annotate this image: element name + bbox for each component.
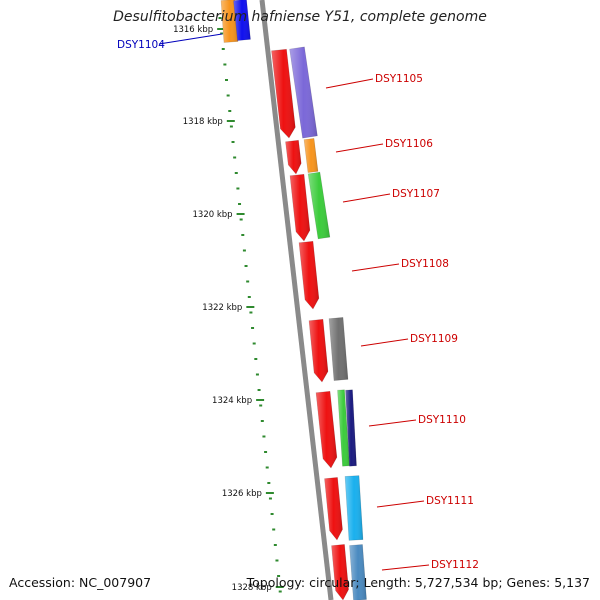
scale-ticks <box>218 17 282 593</box>
gene-label[interactable]: DSY1108 <box>401 258 449 270</box>
gene-label-leader <box>360 338 409 347</box>
gene-label-leader <box>158 33 223 45</box>
gene-label-leader <box>368 419 417 427</box>
gene-label[interactable]: DSY1106 <box>385 138 433 150</box>
gene-label[interactable]: DSY1105 <box>375 73 423 85</box>
scale-labels: 1316 kbp 1318 kbp 1320 kbp 1322 kbp 1324 kbp… <box>173 25 284 593</box>
gene-labels: DSY1104 DSY1105 DSY1106 DSY1107 DSY1108 DSY11… <box>117 33 479 571</box>
gene-label-leader <box>335 143 384 153</box>
gene-label-leader <box>342 193 391 203</box>
scale-label: 1328 kbp <box>232 583 272 593</box>
gene-label-leader <box>351 263 400 272</box>
gene-feature[interactable] <box>308 318 329 383</box>
scale-label: 1326 kbp <box>222 489 262 499</box>
scale-label: 1316 kbp <box>173 25 213 35</box>
gene-label[interactable]: DSY1112 <box>431 559 479 571</box>
gene-feature[interactable] <box>303 138 319 173</box>
gene-label-leader <box>381 564 430 571</box>
scale-label: 1322 kbp <box>202 303 242 313</box>
gene-features <box>220 0 367 600</box>
scale-label: 1320 kbp <box>193 210 233 220</box>
gene-feature[interactable] <box>307 171 331 240</box>
gene-feature[interactable] <box>285 139 302 175</box>
gene-feature[interactable] <box>324 477 343 541</box>
gene-label[interactable]: DSY1110 <box>418 414 466 426</box>
gene-label[interactable]: DSY1111 <box>426 495 474 507</box>
gene-label[interactable]: DSY1109 <box>410 333 458 345</box>
gene-feature[interactable] <box>328 317 349 381</box>
gene-feature[interactable] <box>315 390 338 469</box>
gene-feature[interactable] <box>331 544 349 600</box>
gene-feature[interactable] <box>344 475 364 541</box>
gene-label-leader <box>376 500 425 508</box>
map-title: Desulfitobacterium hafniense Y51, comple… <box>113 9 487 25</box>
gene-label-leader <box>325 78 374 89</box>
gene-label[interactable]: DSY1107 <box>392 188 440 200</box>
gene-label[interactable]: DSY1104 <box>117 39 165 51</box>
accession-text: Accession: NC_007907 <box>9 575 152 590</box>
gene-feature[interactable] <box>298 240 320 310</box>
gene-feature[interactable] <box>349 544 367 600</box>
scale-label: 1318 kbp <box>183 117 223 127</box>
genome-summary-text: Topology: circular; Length: 5,727,534 bp… <box>246 575 590 590</box>
gene-feature[interactable] <box>289 173 311 242</box>
scale-label: 1324 kbp <box>212 396 252 406</box>
